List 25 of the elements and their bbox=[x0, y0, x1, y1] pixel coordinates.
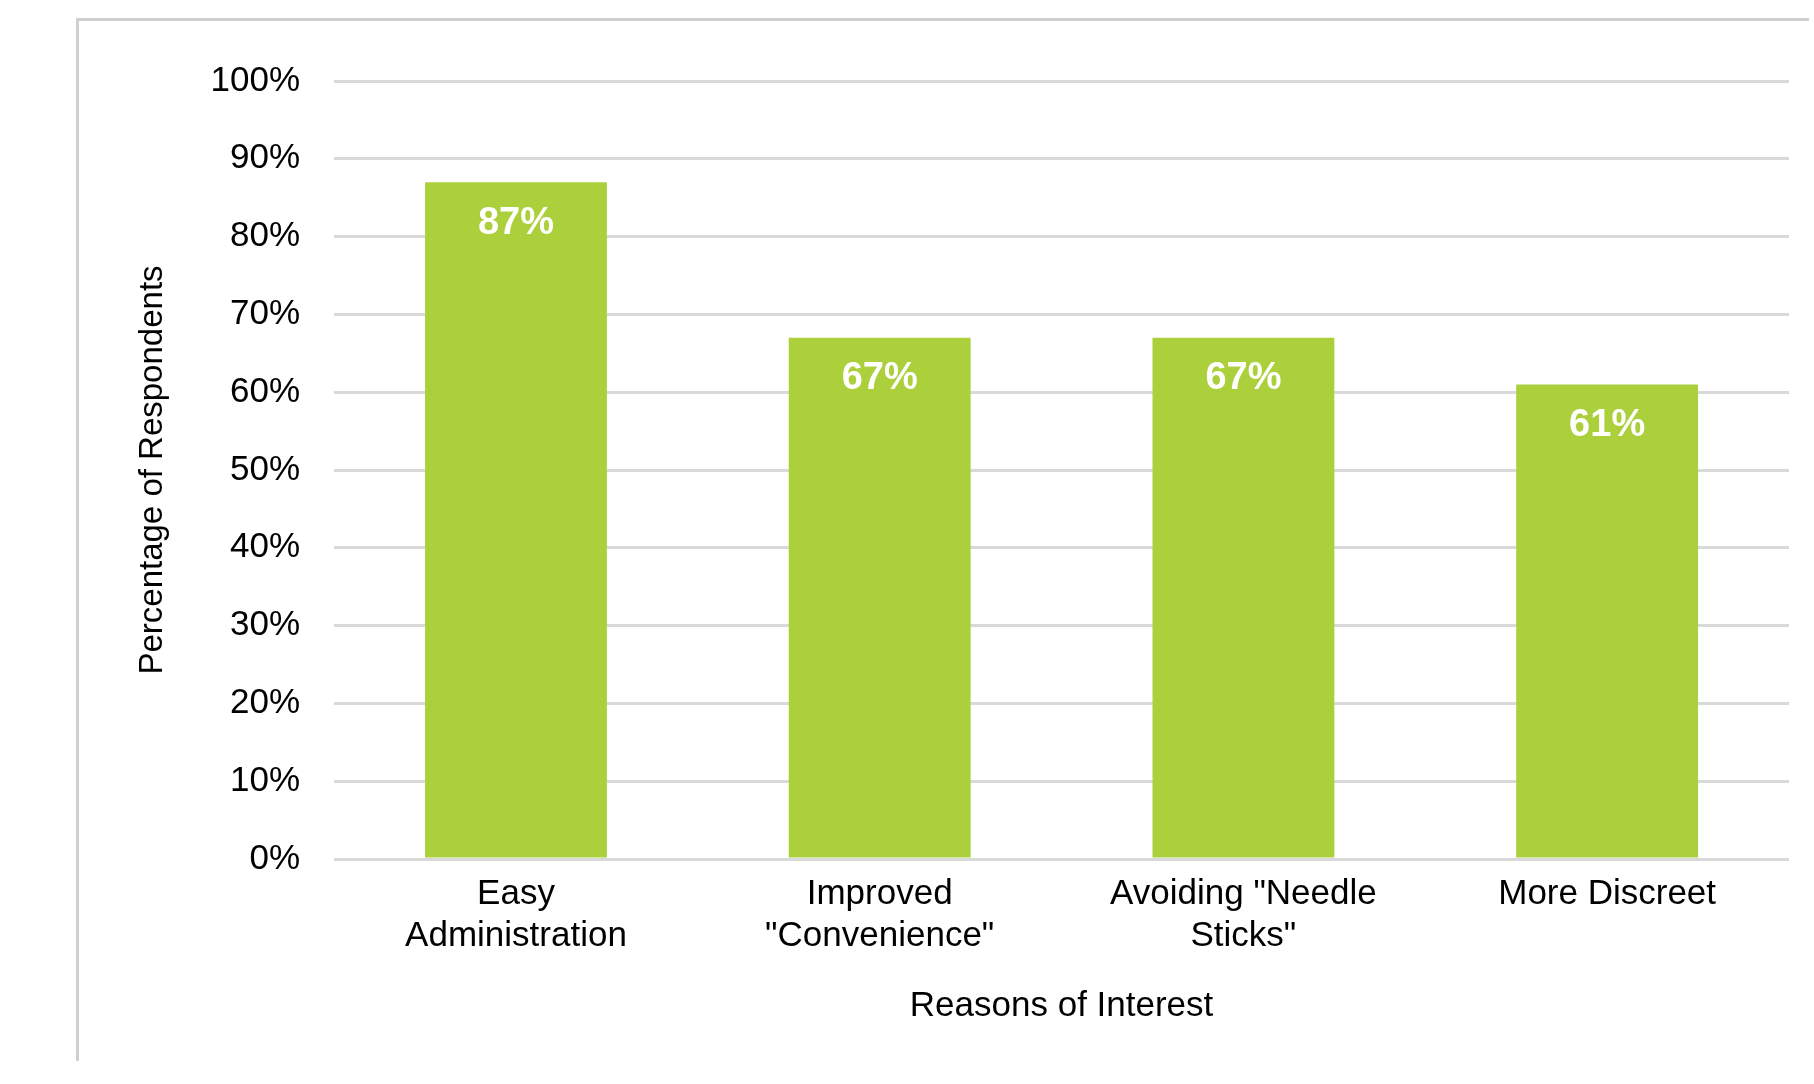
data-label: 67% bbox=[841, 355, 918, 398]
data-label: 67% bbox=[1205, 355, 1282, 398]
x-tick-label: More Discreet bbox=[1498, 871, 1717, 911]
y-tick-label: 30% bbox=[230, 603, 301, 643]
y-tick-label: 10% bbox=[230, 758, 301, 798]
x-axis-title: Reasons of Interest bbox=[909, 983, 1214, 1023]
data-label: 87% bbox=[477, 199, 555, 242]
y-tick-label: 70% bbox=[230, 292, 301, 332]
y-tick-label: 100% bbox=[210, 58, 301, 98]
y-tick-label: 20% bbox=[230, 681, 301, 721]
y-tick-label: 80% bbox=[230, 214, 301, 254]
y-axis-title: Percentage of Respondents bbox=[131, 265, 169, 675]
bar bbox=[425, 182, 607, 858]
bar bbox=[1152, 337, 1335, 858]
bar bbox=[788, 337, 971, 858]
x-tick-label: Easy Administration bbox=[405, 871, 627, 953]
x-tick-label: Avoiding "Needle Sticks" bbox=[1110, 871, 1377, 953]
y-tick-label: 0% bbox=[249, 836, 301, 876]
bar bbox=[1516, 384, 1699, 858]
x-tick-label: Improved "Convenience" bbox=[765, 871, 995, 953]
data-label: 61% bbox=[1569, 401, 1646, 444]
y-tick-label: 60% bbox=[230, 369, 301, 409]
y-tick-label: 50% bbox=[230, 447, 301, 487]
y-tick-label: 90% bbox=[230, 136, 301, 176]
y-tick-label: 40% bbox=[230, 525, 301, 565]
